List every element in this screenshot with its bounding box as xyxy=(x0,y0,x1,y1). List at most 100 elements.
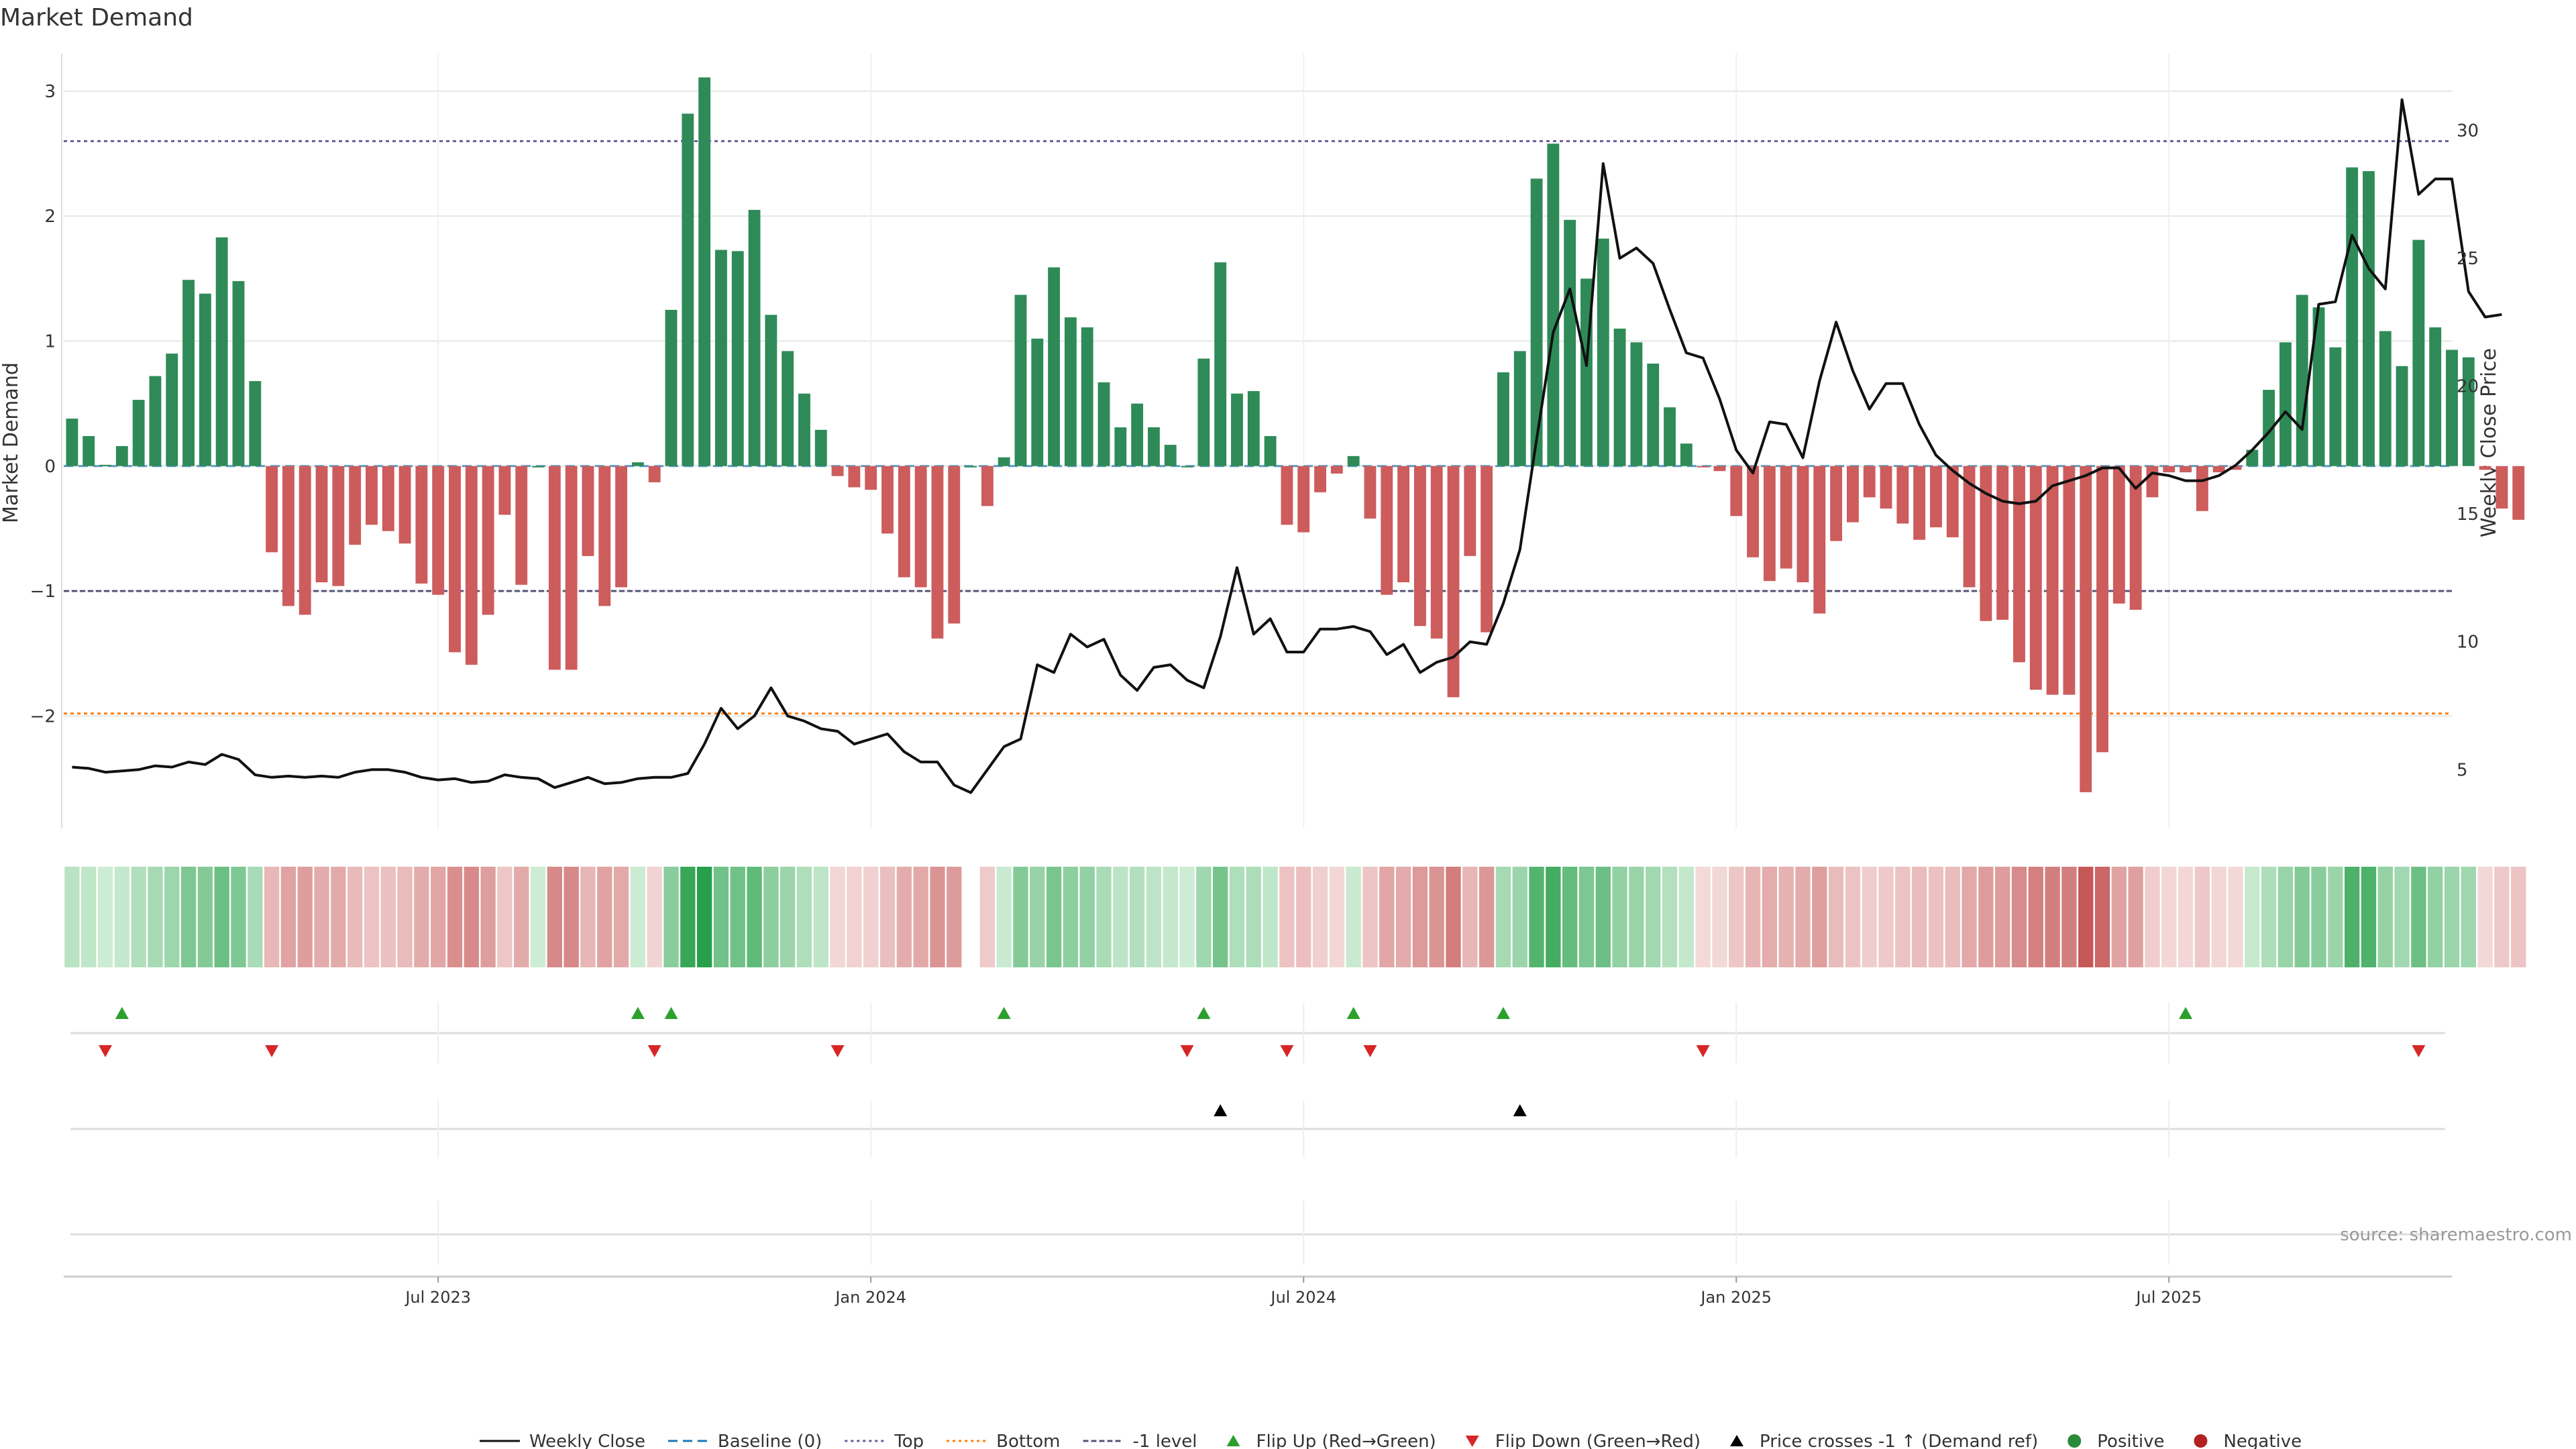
demand-bar xyxy=(2129,466,2142,610)
demand-bar xyxy=(648,466,661,482)
demand-bar xyxy=(748,209,761,466)
demand-bar xyxy=(2379,331,2392,466)
demand-bar xyxy=(1813,466,1826,614)
heat-cell xyxy=(879,867,896,967)
demand-bar xyxy=(1913,466,1926,540)
heat-cell xyxy=(2394,867,2410,967)
heat-cell xyxy=(1646,867,1661,967)
heat-cell xyxy=(1662,867,1678,967)
y-right-tick-label: 10 xyxy=(2457,633,2479,653)
heat-cell xyxy=(1013,867,1028,967)
flip-down-marker xyxy=(1696,1045,1710,1057)
demand-bar xyxy=(515,466,528,585)
demand-bar xyxy=(1513,351,1526,466)
y-axis-label-right: Weekly Close Price xyxy=(2477,348,2501,537)
heat-cell xyxy=(1995,867,2010,967)
heat-cell xyxy=(2028,867,2043,967)
demand-bar xyxy=(2146,466,2159,498)
heat-cell xyxy=(1712,867,1727,967)
heat-cell xyxy=(1945,867,1960,967)
demand-bar xyxy=(2163,466,2176,473)
x-tick-label: Jul 2023 xyxy=(404,1288,471,1307)
source-note: source: sharemaestro.com xyxy=(2340,1225,2572,1245)
legend-label: Baseline (0) xyxy=(718,1432,822,1449)
heat-cell xyxy=(231,867,246,967)
demand-bar xyxy=(449,466,461,653)
demand-bar xyxy=(1281,466,1293,525)
y-tick-label: −2 xyxy=(30,706,56,727)
heat-cell xyxy=(164,867,180,967)
y-right-tick-label: 15 xyxy=(2457,504,2479,525)
heat-cell xyxy=(763,867,779,967)
heat-cell xyxy=(1595,867,1611,967)
demand-bar xyxy=(615,466,628,588)
heat-cell xyxy=(1362,867,1378,967)
y-axis-label-left: Market Demand xyxy=(0,362,23,523)
legend-label: Flip Down (Green→Red) xyxy=(1495,1432,1701,1449)
heat-cell xyxy=(2045,867,2060,967)
heat-cell xyxy=(1329,867,1345,967)
demand-bar xyxy=(2279,342,2292,466)
demand-bar xyxy=(931,466,944,639)
demand-bar xyxy=(2296,294,2308,466)
demand-bar xyxy=(2212,466,2225,473)
flip-up-marker xyxy=(631,1007,645,1019)
heat-cell xyxy=(331,867,346,967)
heat-cell xyxy=(2161,867,2177,967)
y-tick-label: 2 xyxy=(44,207,56,227)
heat-cell xyxy=(2311,867,2326,967)
demand-bar xyxy=(2063,466,2076,695)
legend-label: Flip Up (Red→Green) xyxy=(1256,1432,1436,1449)
heat-cell xyxy=(2194,867,2210,967)
demand-bar xyxy=(249,381,262,466)
demand-bar xyxy=(631,462,644,466)
demand-bar xyxy=(1081,327,1093,466)
demand-bar xyxy=(266,466,278,553)
demand-bar xyxy=(1114,427,1127,466)
demand-bar xyxy=(1214,262,1227,466)
legend-label: Bottom xyxy=(996,1432,1060,1449)
heat-cell xyxy=(1695,867,1711,967)
demand-bar xyxy=(1796,466,1809,583)
demand-bar xyxy=(1381,466,1393,595)
heat-cell xyxy=(2328,867,2343,967)
demand-bar xyxy=(1481,466,1493,633)
y-tick-label: 1 xyxy=(44,331,56,352)
demand-bar xyxy=(2429,327,2442,466)
flip-down-marker xyxy=(1280,1045,1294,1057)
demand-bar xyxy=(2363,171,2375,466)
demand-bar xyxy=(1896,466,1909,524)
demand-bar xyxy=(215,237,228,466)
demand-bar xyxy=(981,466,994,506)
demand-bar xyxy=(582,466,594,556)
heat-cell xyxy=(1096,867,1112,967)
demand-bar xyxy=(1314,466,1326,492)
demand-bar xyxy=(2096,466,2108,753)
heat-cell xyxy=(1312,867,1328,967)
legend: Weekly Close Baseline (0) Top Bottom -1 leve… xyxy=(480,1432,2302,1449)
heat-cell xyxy=(597,867,612,967)
heat-cell xyxy=(114,867,129,967)
heat-cell xyxy=(647,867,662,967)
heat-cell xyxy=(280,867,297,967)
demand-bar xyxy=(814,429,827,466)
demand-bar xyxy=(965,466,977,468)
demand-bar xyxy=(1980,466,1992,621)
demand-bar xyxy=(398,466,411,544)
demand-bar xyxy=(1397,466,1410,583)
flip-up-marker xyxy=(1346,1007,1360,1019)
demand-bar xyxy=(998,457,1010,466)
heat-cell xyxy=(1828,867,1844,967)
demand-bar xyxy=(382,466,394,531)
demand-bar xyxy=(149,376,162,466)
flip-up-marker xyxy=(1197,1007,1211,1019)
heat-cell xyxy=(1279,867,1295,967)
legend-swatch xyxy=(1226,1435,1240,1446)
flip-up-marker xyxy=(664,1007,678,1019)
demand-bar xyxy=(1530,178,1543,466)
demand-bar xyxy=(598,466,611,606)
heat-cell xyxy=(248,867,263,967)
demand-heatstrip xyxy=(64,867,2526,967)
legend-label: Weekly Close xyxy=(529,1432,645,1449)
heat-cell xyxy=(1446,867,1461,967)
